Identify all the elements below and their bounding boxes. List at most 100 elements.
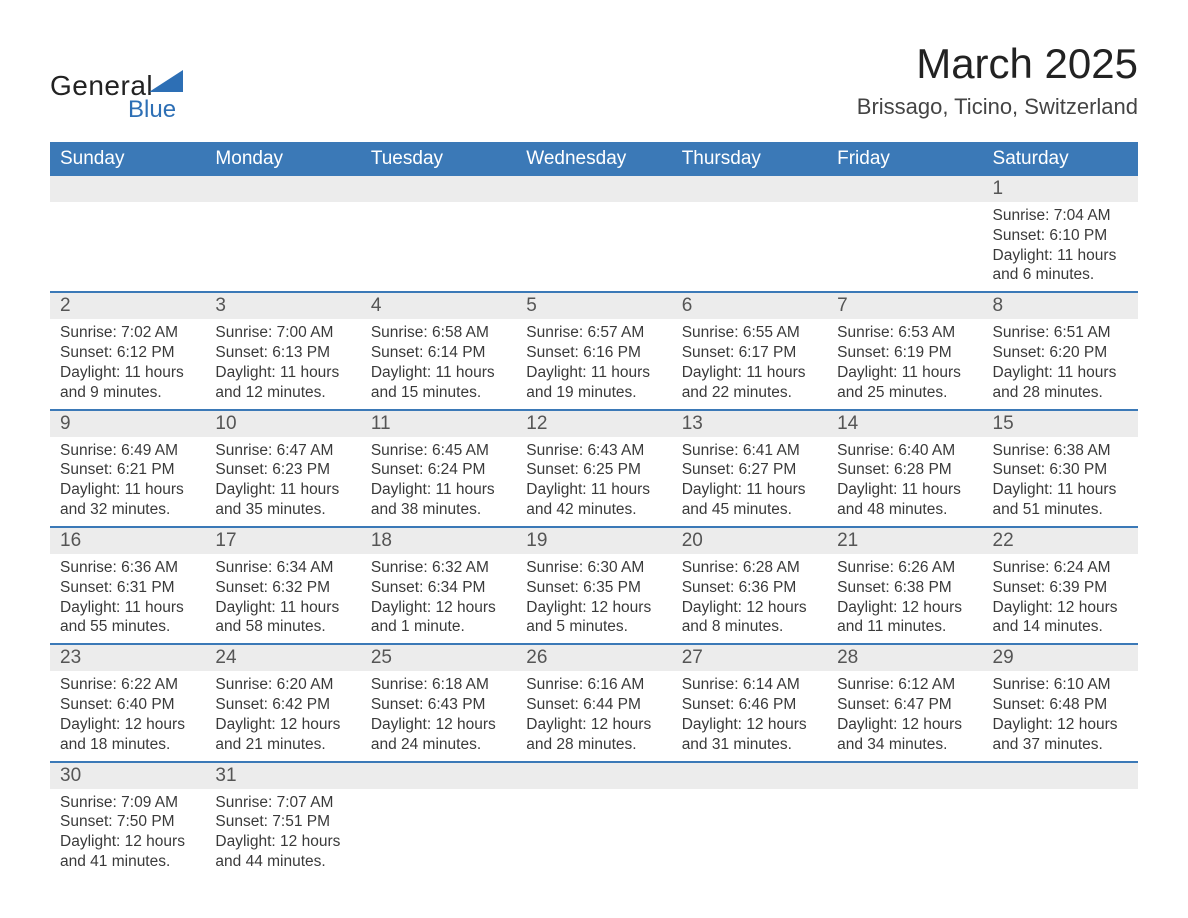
brand-triangle-icon xyxy=(149,70,183,92)
day-number: 23 xyxy=(50,645,205,671)
calendar-cell xyxy=(361,176,516,292)
daylight-line: Daylight: 12 hours and 1 minute. xyxy=(371,598,506,638)
calendar-cell xyxy=(516,176,671,292)
calendar-week-row: 30Sunrise: 7:09 AMSunset: 7:50 PMDayligh… xyxy=(50,762,1138,878)
daylight-line: Daylight: 11 hours and 35 minutes. xyxy=(215,480,350,520)
sunset-line: Sunset: 6:40 PM xyxy=(60,695,195,715)
day-number xyxy=(516,763,671,789)
sunset-line: Sunset: 6:21 PM xyxy=(60,460,195,480)
day-details: Sunrise: 7:09 AMSunset: 7:50 PMDaylight:… xyxy=(50,789,205,878)
day-header-row: Sunday Monday Tuesday Wednesday Thursday… xyxy=(50,142,1138,176)
daylight-line: Daylight: 11 hours and 19 minutes. xyxy=(526,363,661,403)
calendar-cell: 9Sunrise: 6:49 AMSunset: 6:21 PMDaylight… xyxy=(50,410,205,527)
day-number: 6 xyxy=(672,293,827,319)
day-details: Sunrise: 6:43 AMSunset: 6:25 PMDaylight:… xyxy=(516,437,671,526)
day-head: Saturday xyxy=(983,142,1138,176)
sunrise-line: Sunrise: 7:00 AM xyxy=(215,323,350,343)
day-number xyxy=(827,176,982,202)
daylight-line: Daylight: 12 hours and 41 minutes. xyxy=(60,832,195,872)
daylight-line: Daylight: 12 hours and 34 minutes. xyxy=(837,715,972,755)
day-details: Sunrise: 6:58 AMSunset: 6:14 PMDaylight:… xyxy=(361,319,516,408)
daylight-line: Daylight: 11 hours and 42 minutes. xyxy=(526,480,661,520)
day-details: Sunrise: 6:45 AMSunset: 6:24 PMDaylight:… xyxy=(361,437,516,526)
calendar-cell: 4Sunrise: 6:58 AMSunset: 6:14 PMDaylight… xyxy=(361,292,516,409)
daylight-line: Daylight: 12 hours and 37 minutes. xyxy=(993,715,1128,755)
day-details: Sunrise: 6:55 AMSunset: 6:17 PMDaylight:… xyxy=(672,319,827,408)
sunset-line: Sunset: 6:31 PM xyxy=(60,578,195,598)
daylight-line: Daylight: 12 hours and 5 minutes. xyxy=(526,598,661,638)
day-number: 2 xyxy=(50,293,205,319)
day-details: Sunrise: 6:51 AMSunset: 6:20 PMDaylight:… xyxy=(983,319,1138,408)
day-details: Sunrise: 6:32 AMSunset: 6:34 PMDaylight:… xyxy=(361,554,516,643)
day-number xyxy=(50,176,205,202)
day-number: 27 xyxy=(672,645,827,671)
calendar-cell: 30Sunrise: 7:09 AMSunset: 7:50 PMDayligh… xyxy=(50,762,205,878)
calendar-cell xyxy=(827,762,982,878)
sunrise-line: Sunrise: 6:20 AM xyxy=(215,675,350,695)
brand-name-2: Blue xyxy=(128,96,183,124)
sunset-line: Sunset: 6:23 PM xyxy=(215,460,350,480)
day-details: Sunrise: 6:30 AMSunset: 6:35 PMDaylight:… xyxy=(516,554,671,643)
sunset-line: Sunset: 6:44 PM xyxy=(526,695,661,715)
daylight-line: Daylight: 11 hours and 51 minutes. xyxy=(993,480,1128,520)
day-details: Sunrise: 6:10 AMSunset: 6:48 PMDaylight:… xyxy=(983,671,1138,760)
sunset-line: Sunset: 6:17 PM xyxy=(682,343,817,363)
day-number xyxy=(205,176,360,202)
day-details: Sunrise: 7:07 AMSunset: 7:51 PMDaylight:… xyxy=(205,789,360,878)
calendar-cell: 7Sunrise: 6:53 AMSunset: 6:19 PMDaylight… xyxy=(827,292,982,409)
sunset-line: Sunset: 6:14 PM xyxy=(371,343,506,363)
calendar-cell: 28Sunrise: 6:12 AMSunset: 6:47 PMDayligh… xyxy=(827,644,982,761)
day-details: Sunrise: 6:16 AMSunset: 6:44 PMDaylight:… xyxy=(516,671,671,760)
day-head: Monday xyxy=(205,142,360,176)
calendar-cell xyxy=(361,762,516,878)
sunset-line: Sunset: 6:25 PM xyxy=(526,460,661,480)
sunset-line: Sunset: 6:30 PM xyxy=(993,460,1128,480)
calendar-week-row: 2Sunrise: 7:02 AMSunset: 6:12 PMDaylight… xyxy=(50,292,1138,409)
daylight-line: Daylight: 12 hours and 28 minutes. xyxy=(526,715,661,755)
calendar-cell: 31Sunrise: 7:07 AMSunset: 7:51 PMDayligh… xyxy=(205,762,360,878)
calendar-cell: 6Sunrise: 6:55 AMSunset: 6:17 PMDaylight… xyxy=(672,292,827,409)
sunset-line: Sunset: 6:42 PM xyxy=(215,695,350,715)
day-details: Sunrise: 6:34 AMSunset: 6:32 PMDaylight:… xyxy=(205,554,360,643)
sunrise-line: Sunrise: 6:49 AM xyxy=(60,441,195,461)
day-number: 28 xyxy=(827,645,982,671)
sunrise-line: Sunrise: 6:28 AM xyxy=(682,558,817,578)
calendar-cell xyxy=(672,762,827,878)
calendar-cell: 26Sunrise: 6:16 AMSunset: 6:44 PMDayligh… xyxy=(516,644,671,761)
title-block: March 2025 Brissago, Ticino, Switzerland xyxy=(857,40,1138,120)
calendar-cell: 21Sunrise: 6:26 AMSunset: 6:38 PMDayligh… xyxy=(827,527,982,644)
day-details: Sunrise: 6:14 AMSunset: 6:46 PMDaylight:… xyxy=(672,671,827,760)
day-number: 31 xyxy=(205,763,360,789)
calendar-cell xyxy=(516,762,671,878)
day-number: 24 xyxy=(205,645,360,671)
daylight-line: Daylight: 12 hours and 21 minutes. xyxy=(215,715,350,755)
month-title: March 2025 xyxy=(857,40,1138,88)
daylight-line: Daylight: 12 hours and 24 minutes. xyxy=(371,715,506,755)
calendar-week-row: 1Sunrise: 7:04 AMSunset: 6:10 PMDaylight… xyxy=(50,176,1138,292)
day-head: Sunday xyxy=(50,142,205,176)
day-number: 12 xyxy=(516,411,671,437)
sunrise-line: Sunrise: 6:12 AM xyxy=(837,675,972,695)
day-details: Sunrise: 7:04 AMSunset: 6:10 PMDaylight:… xyxy=(983,202,1138,291)
day-number: 1 xyxy=(983,176,1138,202)
sunrise-line: Sunrise: 6:30 AM xyxy=(526,558,661,578)
day-number: 16 xyxy=(50,528,205,554)
sunset-line: Sunset: 6:35 PM xyxy=(526,578,661,598)
calendar-cell: 8Sunrise: 6:51 AMSunset: 6:20 PMDaylight… xyxy=(983,292,1138,409)
sunrise-line: Sunrise: 6:22 AM xyxy=(60,675,195,695)
day-number: 11 xyxy=(361,411,516,437)
calendar-cell xyxy=(50,176,205,292)
day-number: 7 xyxy=(827,293,982,319)
sunrise-line: Sunrise: 6:38 AM xyxy=(993,441,1128,461)
calendar-cell: 20Sunrise: 6:28 AMSunset: 6:36 PMDayligh… xyxy=(672,527,827,644)
sunrise-line: Sunrise: 6:18 AM xyxy=(371,675,506,695)
sunrise-line: Sunrise: 6:55 AM xyxy=(682,323,817,343)
day-number: 5 xyxy=(516,293,671,319)
day-details: Sunrise: 6:49 AMSunset: 6:21 PMDaylight:… xyxy=(50,437,205,526)
calendar-cell: 23Sunrise: 6:22 AMSunset: 6:40 PMDayligh… xyxy=(50,644,205,761)
sunset-line: Sunset: 6:13 PM xyxy=(215,343,350,363)
sunrise-line: Sunrise: 6:53 AM xyxy=(837,323,972,343)
day-number: 25 xyxy=(361,645,516,671)
day-details: Sunrise: 6:41 AMSunset: 6:27 PMDaylight:… xyxy=(672,437,827,526)
day-number: 20 xyxy=(672,528,827,554)
